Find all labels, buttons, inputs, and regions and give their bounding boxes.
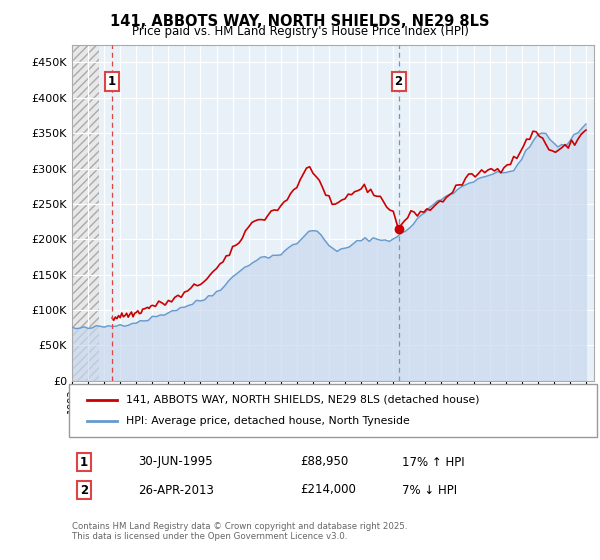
Text: 1: 1 <box>108 75 116 88</box>
Text: 17% ↑ HPI: 17% ↑ HPI <box>402 455 464 469</box>
Text: 2: 2 <box>80 483 88 497</box>
Text: 2: 2 <box>394 75 403 88</box>
Text: 141, ABBOTS WAY, NORTH SHIELDS, NE29 8LS: 141, ABBOTS WAY, NORTH SHIELDS, NE29 8LS <box>110 14 490 29</box>
Text: £88,950: £88,950 <box>300 455 348 469</box>
Text: 1: 1 <box>80 455 88 469</box>
Text: 7% ↓ HPI: 7% ↓ HPI <box>402 483 457 497</box>
Text: HPI: Average price, detached house, North Tyneside: HPI: Average price, detached house, Nort… <box>126 416 410 426</box>
Text: 26-APR-2013: 26-APR-2013 <box>138 483 214 497</box>
Text: 141, ABBOTS WAY, NORTH SHIELDS, NE29 8LS (detached house): 141, ABBOTS WAY, NORTH SHIELDS, NE29 8LS… <box>126 395 479 405</box>
Text: Price paid vs. HM Land Registry's House Price Index (HPI): Price paid vs. HM Land Registry's House … <box>131 25 469 38</box>
Text: Contains HM Land Registry data © Crown copyright and database right 2025.
This d: Contains HM Land Registry data © Crown c… <box>72 522 407 542</box>
Bar <box>72 45 100 381</box>
Text: £214,000: £214,000 <box>300 483 356 497</box>
Text: 30-JUN-1995: 30-JUN-1995 <box>138 455 212 469</box>
